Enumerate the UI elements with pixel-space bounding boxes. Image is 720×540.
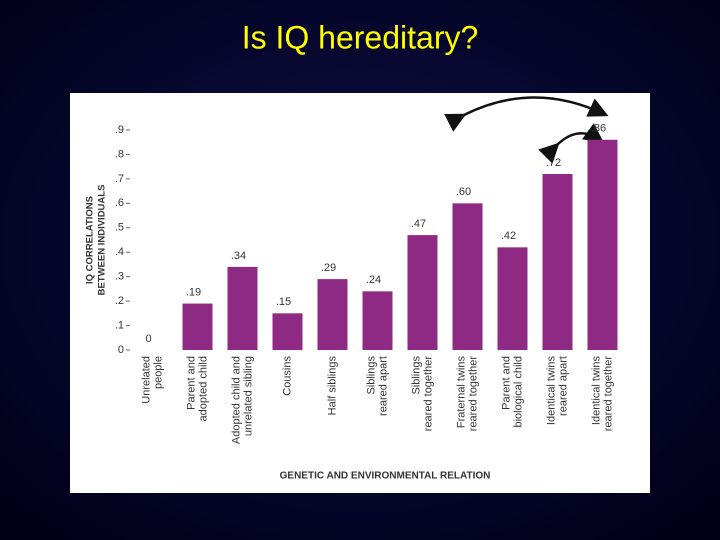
y-tick-label: .2 [115,295,124,307]
y-tick-label: .3 [115,271,124,283]
value-label: .72 [546,157,561,169]
x-tick-label: adopted child [197,356,209,421]
value-label: .42 [501,230,516,242]
y-tick-label: .4 [115,246,124,258]
bar [452,203,483,350]
x-tick-label: Unrelated [140,356,152,404]
bar [182,303,213,350]
comparison-arrow [538,123,605,164]
x-tick-label: Identical twins [545,356,557,426]
x-tick-label: unrelated sibling [242,356,254,436]
x-tick-label: Half siblings [326,356,338,416]
value-label: .24 [366,274,381,286]
y-tick-label: .1 [115,319,124,331]
y-tick-label: .9 [115,124,124,136]
y-tick-label: .6 [115,197,124,209]
bar [317,279,348,350]
value-label: .86 [591,123,606,135]
value-label: 0 [145,333,151,345]
slide-title: Is IQ hereditary? [242,19,479,55]
y-axis-title: BETWEEN INDIVIDUALS [97,185,108,296]
x-tick-label: Adopted child and [230,356,242,444]
y-tick-label: .5 [115,222,124,234]
bar [587,139,618,350]
x-tick-label: Siblings [410,356,422,395]
comparison-arrow [444,96,609,132]
x-tick-label: Siblings [365,356,377,395]
x-tick-label: Parent and [500,356,512,410]
value-label: .15 [276,296,291,308]
x-tick-label: reared together [467,356,479,432]
bar [362,291,393,350]
x-tick-label: Cousins [281,356,293,396]
x-tick-label: people [152,356,164,389]
x-tick-label: biological child [512,356,524,428]
x-tick-label: reared together [422,356,434,432]
bar [497,247,528,350]
value-label: .29 [321,262,336,274]
x-tick-label: Fraternal twins [455,356,467,429]
y-tick-label: .8 [115,148,124,160]
y-tick-label: 0 [118,344,124,356]
x-tick-label: Identical twins [590,356,602,426]
y-tick-label: .7 [115,173,124,185]
value-label: .34 [231,250,246,262]
x-tick-label: reared apart [377,356,389,416]
value-label: .47 [411,218,426,230]
bar [542,174,573,350]
y-axis-title: IQ CORRELATIONS [85,196,96,284]
bar [272,313,303,350]
bar [407,235,438,350]
value-label: .19 [186,286,201,298]
x-tick-label: reared together [602,356,614,432]
x-tick-label: reared apart [557,356,569,416]
value-label: .60 [456,186,471,198]
bar [227,266,258,350]
x-tick-label: Parent and [185,356,197,410]
x-axis-title: GENETIC AND ENVIRONMENTAL RELATION [280,471,491,482]
